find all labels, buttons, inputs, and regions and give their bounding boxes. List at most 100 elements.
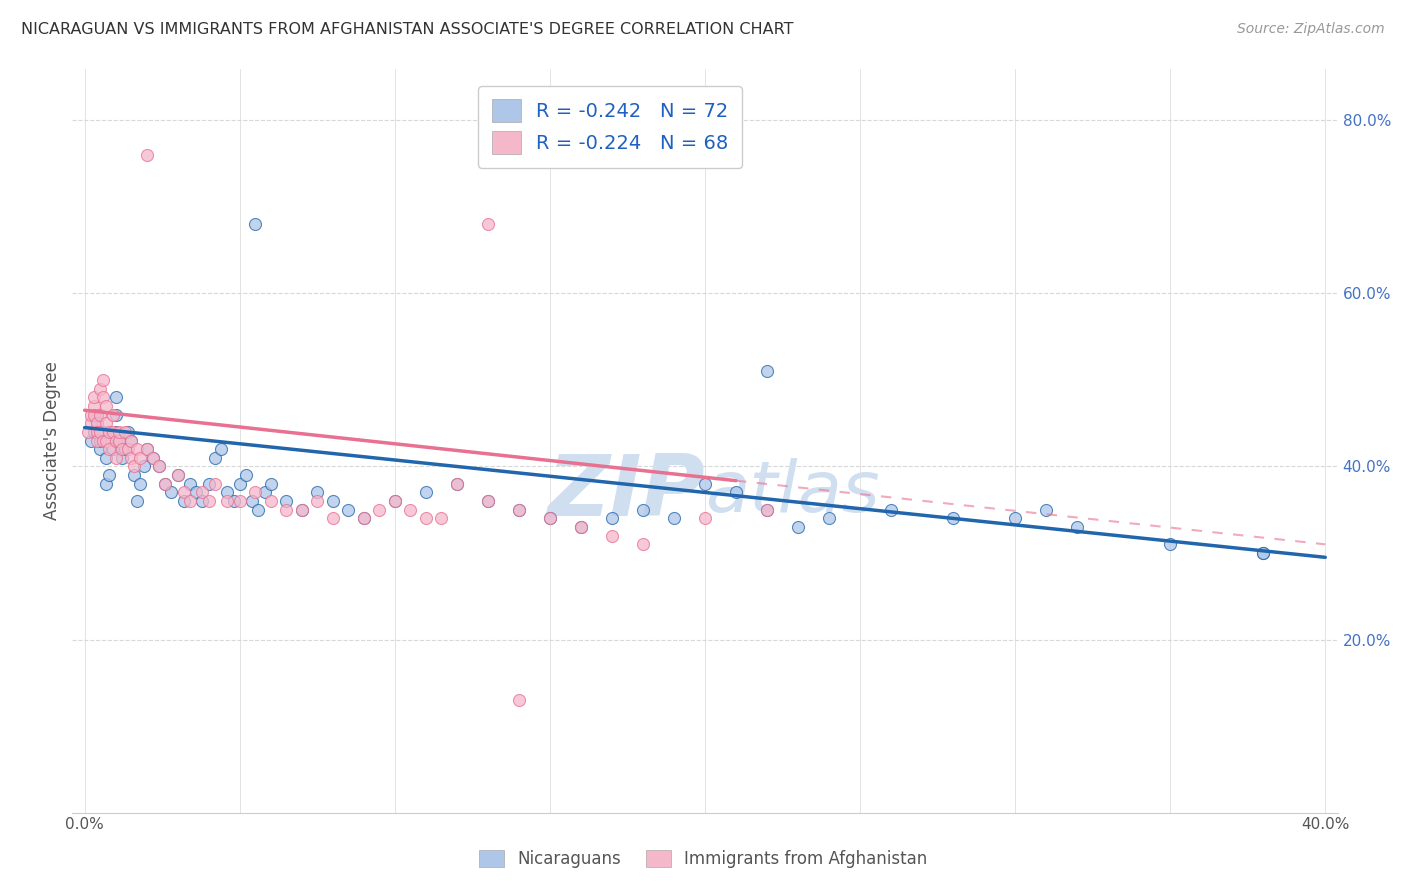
Point bbox=[322, 511, 344, 525]
Point bbox=[755, 364, 778, 378]
Point bbox=[569, 520, 592, 534]
Point bbox=[132, 459, 155, 474]
Point bbox=[142, 450, 165, 465]
Point bbox=[107, 425, 129, 439]
Point bbox=[260, 494, 283, 508]
Point bbox=[1251, 546, 1274, 560]
Point bbox=[129, 450, 152, 465]
Point bbox=[600, 529, 623, 543]
Point bbox=[235, 468, 257, 483]
Point bbox=[399, 502, 422, 516]
Point bbox=[89, 442, 111, 457]
Point bbox=[107, 434, 129, 448]
Point bbox=[111, 442, 134, 457]
Point bbox=[117, 425, 139, 439]
Point bbox=[86, 434, 108, 448]
Point bbox=[240, 494, 263, 508]
Point bbox=[166, 468, 188, 483]
Point bbox=[127, 494, 149, 508]
Point bbox=[880, 502, 903, 516]
Point bbox=[104, 408, 127, 422]
Point bbox=[96, 450, 118, 465]
Point bbox=[724, 485, 747, 500]
Point bbox=[101, 442, 124, 457]
Point bbox=[96, 434, 118, 448]
Point bbox=[114, 425, 136, 439]
Point bbox=[337, 502, 360, 516]
Point bbox=[76, 425, 98, 439]
Point bbox=[755, 502, 778, 516]
Point bbox=[291, 502, 314, 516]
Point bbox=[142, 450, 165, 465]
Point bbox=[245, 485, 267, 500]
Point bbox=[191, 485, 214, 500]
Point bbox=[1004, 511, 1026, 525]
Point bbox=[117, 442, 139, 457]
Point bbox=[91, 373, 114, 387]
Point bbox=[631, 502, 654, 516]
Text: ZIP: ZIP bbox=[547, 451, 704, 534]
Point bbox=[104, 425, 127, 439]
Point bbox=[446, 476, 468, 491]
Point bbox=[173, 494, 195, 508]
Point bbox=[508, 502, 530, 516]
Point bbox=[96, 476, 118, 491]
Point bbox=[114, 442, 136, 457]
Point bbox=[98, 425, 121, 439]
Point bbox=[107, 434, 129, 448]
Point bbox=[104, 434, 127, 448]
Point bbox=[96, 416, 118, 430]
Point bbox=[155, 476, 177, 491]
Point bbox=[569, 520, 592, 534]
Point bbox=[1035, 502, 1057, 516]
Point bbox=[148, 459, 170, 474]
Text: Source: ZipAtlas.com: Source: ZipAtlas.com bbox=[1237, 22, 1385, 37]
Point bbox=[197, 476, 219, 491]
Point bbox=[204, 450, 226, 465]
Point bbox=[104, 450, 127, 465]
Point bbox=[83, 425, 105, 439]
Point bbox=[86, 416, 108, 430]
Point bbox=[477, 217, 499, 231]
Point bbox=[135, 148, 157, 162]
Point bbox=[191, 494, 214, 508]
Point bbox=[86, 416, 108, 430]
Point bbox=[83, 408, 105, 422]
Point bbox=[204, 476, 226, 491]
Point bbox=[1251, 546, 1274, 560]
Point bbox=[83, 390, 105, 404]
Point bbox=[80, 434, 103, 448]
Point bbox=[148, 459, 170, 474]
Point bbox=[228, 476, 250, 491]
Point bbox=[260, 476, 283, 491]
Point bbox=[83, 399, 105, 413]
Point bbox=[89, 434, 111, 448]
Point bbox=[307, 494, 329, 508]
Point bbox=[89, 382, 111, 396]
Point bbox=[353, 511, 375, 525]
Point bbox=[91, 390, 114, 404]
Point bbox=[1159, 537, 1181, 551]
Point bbox=[368, 502, 391, 516]
Point bbox=[96, 399, 118, 413]
Point bbox=[276, 502, 298, 516]
Point bbox=[89, 408, 111, 422]
Point bbox=[693, 511, 716, 525]
Point bbox=[1066, 520, 1088, 534]
Point bbox=[179, 494, 201, 508]
Text: atlas: atlas bbox=[704, 458, 880, 527]
Point bbox=[228, 494, 250, 508]
Point bbox=[276, 494, 298, 508]
Point bbox=[98, 442, 121, 457]
Y-axis label: Associate's Degree: Associate's Degree bbox=[44, 361, 60, 520]
Point bbox=[538, 511, 561, 525]
Point bbox=[173, 485, 195, 500]
Point bbox=[353, 511, 375, 525]
Legend: Nicaraguans, Immigrants from Afghanistan: Nicaraguans, Immigrants from Afghanistan bbox=[472, 843, 934, 875]
Point bbox=[247, 502, 270, 516]
Point bbox=[80, 416, 103, 430]
Point bbox=[166, 468, 188, 483]
Point bbox=[89, 425, 111, 439]
Point bbox=[322, 494, 344, 508]
Point bbox=[186, 485, 208, 500]
